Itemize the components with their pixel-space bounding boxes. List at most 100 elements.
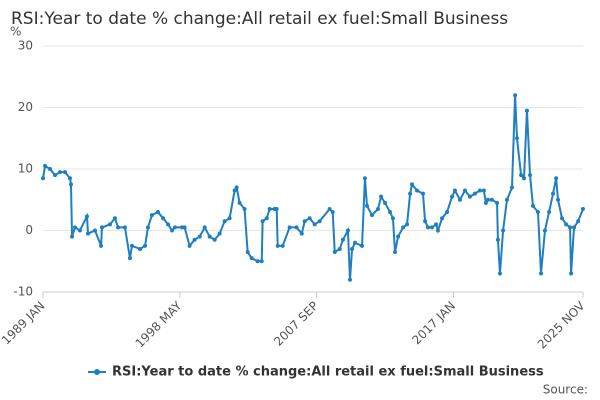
point	[388, 210, 393, 215]
point	[161, 216, 166, 221]
y-axis-label: %	[10, 25, 21, 39]
point	[551, 191, 556, 196]
point	[408, 191, 413, 196]
point	[522, 176, 527, 181]
line	[42, 95, 584, 280]
point	[352, 240, 357, 245]
point	[166, 222, 171, 227]
point	[340, 237, 345, 242]
point	[232, 188, 237, 193]
point	[155, 210, 160, 215]
point	[429, 225, 434, 230]
point	[99, 225, 104, 230]
point	[274, 206, 279, 211]
point	[93, 228, 98, 233]
point	[43, 163, 48, 168]
point	[440, 216, 445, 221]
point	[307, 216, 312, 221]
point	[222, 219, 227, 224]
point	[513, 93, 518, 98]
point	[393, 250, 398, 255]
point	[217, 231, 222, 236]
point	[86, 231, 91, 236]
point	[70, 234, 75, 239]
point	[212, 237, 217, 242]
point	[576, 219, 581, 224]
legend-label: RSI:Year to date % change:All retail ex …	[112, 365, 544, 380]
point	[383, 200, 388, 205]
point	[149, 213, 154, 218]
point	[347, 277, 352, 282]
point	[434, 222, 439, 227]
y-tick-label: 20	[18, 100, 33, 114]
point	[170, 228, 175, 233]
x-tick-label: 1998 MAY	[133, 298, 185, 350]
y-tick-label: 30	[18, 39, 33, 53]
point	[489, 197, 494, 202]
point	[405, 222, 410, 227]
point	[67, 176, 72, 181]
point	[245, 250, 250, 255]
point	[457, 197, 462, 202]
point	[182, 225, 187, 230]
point	[362, 176, 367, 181]
point	[207, 234, 212, 239]
point	[227, 216, 232, 221]
point	[410, 182, 415, 187]
point	[535, 210, 540, 215]
point	[514, 136, 519, 141]
point	[360, 243, 365, 248]
point	[242, 206, 247, 211]
point	[547, 210, 552, 215]
y-tick-label: -10	[13, 285, 33, 299]
point	[472, 191, 477, 196]
legend-marker	[94, 369, 100, 375]
point	[365, 203, 370, 208]
point	[332, 250, 337, 255]
point	[481, 188, 486, 193]
point	[107, 222, 112, 227]
point	[112, 216, 117, 221]
point	[237, 200, 242, 205]
point	[48, 167, 53, 171]
point	[423, 219, 428, 224]
point	[524, 108, 529, 113]
point	[375, 206, 380, 211]
point	[564, 222, 569, 227]
point	[572, 225, 577, 230]
point	[559, 216, 564, 221]
point	[568, 225, 573, 230]
source: Source:	[543, 383, 588, 397]
point	[435, 228, 440, 233]
point	[495, 237, 500, 242]
y-tick-label: 0	[25, 223, 33, 237]
point	[497, 271, 502, 276]
point	[530, 203, 535, 208]
point	[495, 200, 500, 205]
point	[396, 234, 401, 239]
point	[275, 243, 280, 248]
point	[539, 271, 544, 276]
point	[569, 271, 574, 276]
point	[509, 185, 514, 190]
point	[69, 182, 74, 187]
point	[330, 210, 335, 215]
point	[299, 231, 304, 236]
point	[260, 219, 265, 224]
point	[345, 228, 350, 233]
point	[505, 197, 510, 202]
x-tick-label: 2007 SEP	[271, 299, 321, 349]
point	[414, 188, 419, 193]
point	[528, 173, 533, 178]
point	[542, 228, 547, 233]
point	[127, 256, 132, 261]
point	[187, 243, 192, 248]
point	[62, 170, 67, 175]
point	[379, 194, 384, 199]
point	[41, 176, 45, 181]
point	[145, 225, 150, 230]
x-tick-label: 2025 NOV	[535, 298, 588, 351]
point	[327, 206, 332, 211]
point	[462, 188, 467, 193]
